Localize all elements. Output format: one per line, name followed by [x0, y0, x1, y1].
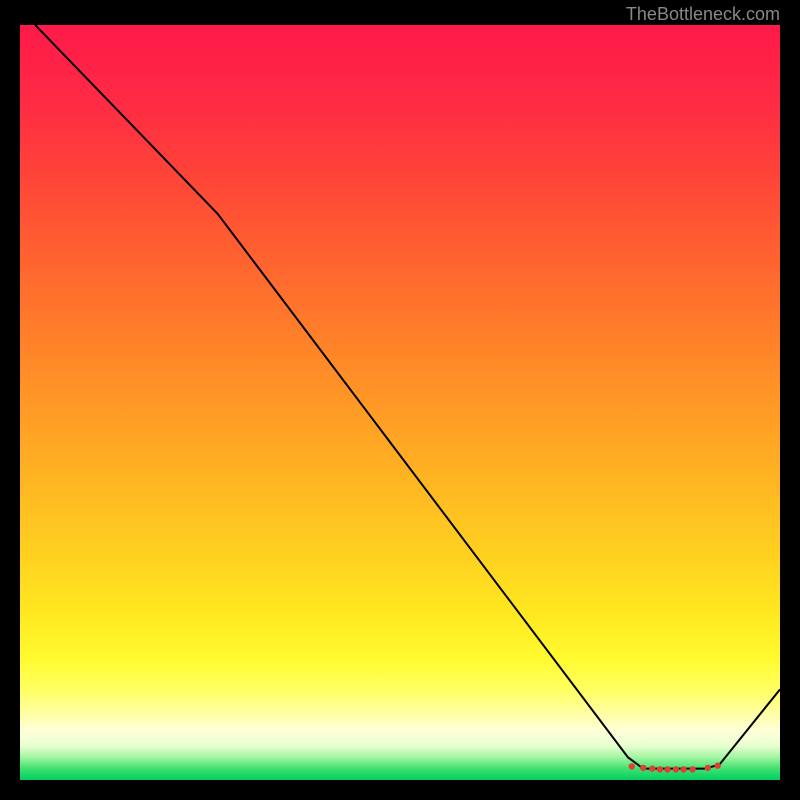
- chart-marker: [649, 765, 655, 771]
- chart-marker: [689, 766, 695, 772]
- chart-marker: [714, 762, 720, 768]
- chart-marker: [640, 765, 646, 771]
- chart-markers: [629, 762, 721, 772]
- chart-marker: [680, 766, 686, 772]
- chart-marker: [629, 763, 635, 769]
- chart-marker: [664, 766, 670, 772]
- chart-line-layer: [20, 25, 780, 780]
- chart-plot-area: [20, 25, 780, 780]
- chart-marker: [657, 766, 663, 772]
- watermark-text: TheBottleneck.com: [626, 4, 780, 25]
- chart-line: [35, 25, 780, 769]
- chart-marker: [673, 766, 679, 772]
- chart-marker: [705, 765, 711, 771]
